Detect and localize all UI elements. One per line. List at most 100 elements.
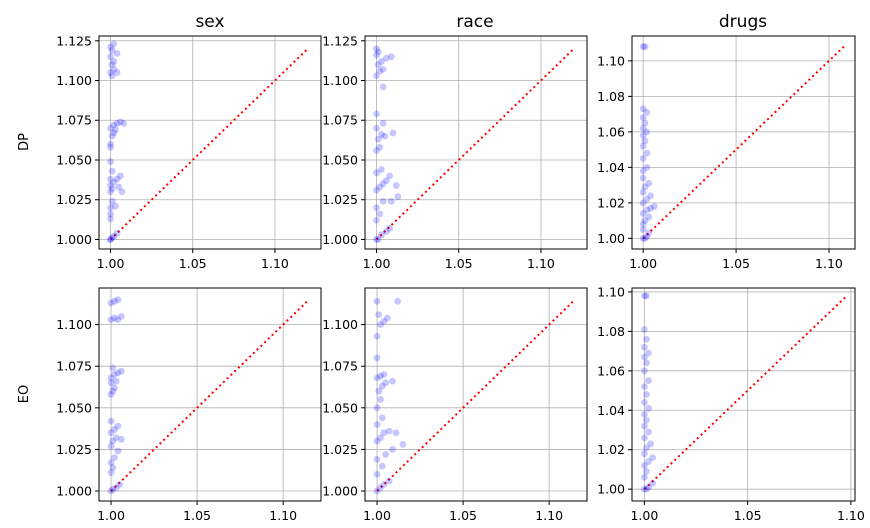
data-point bbox=[109, 485, 117, 493]
data-point bbox=[373, 124, 380, 132]
data-point bbox=[640, 326, 648, 333]
x-tick-label: 1.00 bbox=[363, 508, 391, 523]
data-point bbox=[107, 236, 114, 243]
data-point bbox=[110, 178, 118, 186]
data-point bbox=[643, 292, 650, 300]
x-tick-label: 1.05 bbox=[179, 256, 207, 271]
reference-line bbox=[376, 298, 576, 492]
y-tick-label: 1.075 bbox=[56, 359, 92, 374]
data-point bbox=[383, 314, 391, 322]
data-point bbox=[640, 343, 648, 351]
data-point bbox=[108, 167, 116, 175]
y-tick-label: 1.050 bbox=[56, 400, 92, 415]
column-title-drugs: drugs bbox=[719, 12, 767, 32]
data-point bbox=[373, 470, 381, 478]
data-point bbox=[378, 462, 386, 470]
data-point bbox=[108, 72, 116, 80]
data-point bbox=[107, 53, 114, 61]
x-tick-label: 1.05 bbox=[183, 508, 211, 523]
data-point bbox=[380, 317, 388, 325]
data-point bbox=[373, 45, 380, 53]
data-point bbox=[108, 46, 116, 54]
x-tick-label: 1.05 bbox=[445, 256, 473, 271]
y-tick-label: 1.000 bbox=[56, 232, 92, 247]
data-point bbox=[374, 61, 382, 69]
data-point bbox=[640, 383, 648, 391]
data-point bbox=[373, 236, 380, 243]
data-point bbox=[110, 232, 118, 240]
data-point bbox=[112, 377, 120, 385]
y-tick-label: 1.075 bbox=[56, 113, 92, 128]
data-point bbox=[389, 129, 397, 137]
data-point bbox=[376, 67, 384, 75]
data-point bbox=[377, 321, 384, 329]
data-point bbox=[107, 158, 114, 165]
y-tick-label: 1.10 bbox=[597, 284, 625, 299]
data-point bbox=[641, 43, 649, 51]
data-point bbox=[643, 128, 651, 136]
data-point bbox=[107, 175, 114, 183]
data-point bbox=[382, 54, 390, 62]
scatter-panels: 1.00 1.05 1.10 1.000 1.025 1.050 1.075 1.100 1.1… bbox=[56, 33, 865, 523]
data-point bbox=[640, 422, 648, 430]
data-point bbox=[112, 434, 120, 442]
y-tick-label: 1.00 bbox=[597, 482, 625, 497]
y-tick-label: 1.075 bbox=[322, 113, 358, 128]
data-point bbox=[639, 234, 647, 242]
data-point bbox=[109, 437, 117, 445]
data-point bbox=[639, 188, 647, 196]
x-tick-label: 1.05 bbox=[449, 508, 477, 523]
data-point bbox=[640, 398, 648, 406]
data-point bbox=[645, 404, 652, 412]
scatter-panel-dp-drugs: 1.00 1.05 1.10 1.00 1.02 1.04 1.06 1.08 1.10 bbox=[597, 35, 856, 271]
data-point bbox=[641, 234, 649, 242]
x-tick-label: 1.10 bbox=[815, 256, 843, 271]
data-point bbox=[107, 140, 114, 148]
data-point bbox=[389, 446, 396, 453]
data-point bbox=[643, 468, 650, 475]
data-point bbox=[378, 231, 385, 239]
data-point bbox=[373, 169, 380, 177]
data-point bbox=[640, 292, 648, 300]
data-point bbox=[379, 120, 387, 127]
data-point bbox=[107, 182, 114, 189]
data-point bbox=[113, 120, 121, 127]
data-point bbox=[643, 391, 650, 398]
data-point bbox=[645, 229, 653, 237]
data-point bbox=[643, 485, 650, 493]
data-point bbox=[107, 69, 114, 76]
x-tick-label: 1.10 bbox=[261, 256, 289, 271]
data-point bbox=[639, 199, 647, 207]
axes-frame bbox=[364, 287, 588, 502]
data-point bbox=[108, 185, 116, 192]
data-point bbox=[107, 316, 115, 324]
data-point bbox=[649, 454, 657, 462]
data-point bbox=[373, 51, 380, 59]
y-tick-label: 1.100 bbox=[56, 317, 92, 332]
data-point bbox=[111, 454, 118, 462]
y-tick-label: 1.125 bbox=[56, 33, 92, 48]
data-point bbox=[382, 228, 390, 235]
data-point bbox=[647, 192, 654, 200]
data-point bbox=[639, 105, 647, 113]
data-point bbox=[389, 377, 396, 385]
data-point bbox=[647, 204, 654, 212]
data-point bbox=[107, 469, 115, 477]
data-point bbox=[114, 316, 122, 324]
data-point bbox=[107, 210, 114, 218]
data-point bbox=[115, 183, 123, 191]
x-tick-label: 1.00 bbox=[97, 256, 125, 271]
data-point bbox=[382, 379, 390, 387]
data-point bbox=[117, 367, 125, 375]
data-point bbox=[639, 124, 647, 132]
data-point bbox=[645, 213, 653, 221]
data-point bbox=[113, 50, 121, 57]
y-tick-label: 1.04 bbox=[597, 160, 625, 175]
x-tick-label: 1.10 bbox=[837, 508, 865, 523]
y-tick-label: 1.06 bbox=[597, 363, 625, 378]
data-point bbox=[641, 217, 649, 225]
data-point bbox=[117, 312, 125, 320]
y-tick-label: 1.050 bbox=[322, 400, 358, 415]
reference-line bbox=[110, 298, 310, 492]
